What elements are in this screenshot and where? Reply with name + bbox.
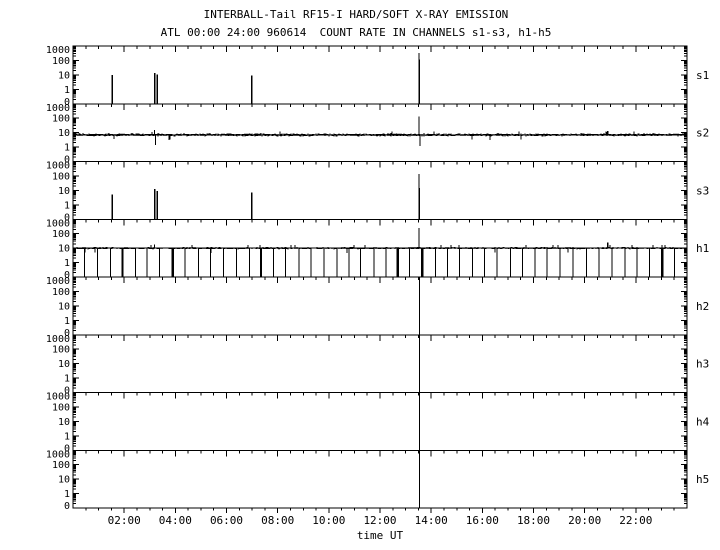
- y-tick-label: 10: [58, 475, 70, 486]
- y-tick-label: 1000: [46, 161, 70, 172]
- y-tick-label: 1: [64, 85, 70, 96]
- noise-band: [72, 131, 688, 141]
- panel-ticks: [73, 392, 687, 451]
- x-tick-label: 10:00: [312, 514, 345, 527]
- y-tick-label: 0: [64, 501, 70, 512]
- y-tick-label: 0: [64, 386, 70, 397]
- y-tick-label: 1000: [46, 218, 70, 229]
- panel-ticks: [73, 219, 687, 278]
- dropout-dips: [84, 248, 676, 277]
- y-tick-label: 1000: [46, 334, 70, 345]
- y-tick-label: 0: [64, 270, 70, 281]
- y-tick-label: 1: [64, 200, 70, 211]
- y-tick-label: 1: [64, 431, 70, 442]
- panel-label-h3: h3: [696, 358, 709, 371]
- panel-label-s1: s1: [696, 69, 709, 82]
- y-tick-label: 10: [58, 301, 70, 312]
- bottom-axis-ticks: [85, 508, 675, 513]
- y-tick-label: 1: [64, 258, 70, 269]
- x-tick-label: 22:00: [619, 514, 652, 527]
- y-tick-label: 100: [52, 287, 70, 298]
- panel-label-s3: s3: [696, 184, 709, 197]
- y-tick-label: 1000: [46, 276, 70, 287]
- spike-series: [111, 187, 420, 220]
- x-tick-label: 02:00: [108, 514, 141, 527]
- panel-ticks: [73, 161, 687, 220]
- y-tick-label: 1: [64, 316, 70, 327]
- y-tick-label: 0: [64, 328, 70, 339]
- x-tick-label: 20:00: [568, 514, 601, 527]
- panel-label-h2: h2: [696, 300, 709, 313]
- figure-title: INTERBALL-Tail RF15-I HARD/SOFT X-RAY EM…: [203, 8, 509, 21]
- panel-frame: [72, 449, 688, 509]
- x-tick-label: 08:00: [261, 514, 294, 527]
- y-tick-label: 1: [64, 143, 70, 154]
- panel-ticks: [73, 277, 687, 336]
- dropout-dips-thick: [121, 248, 664, 277]
- y-tick-label: 0: [64, 97, 70, 108]
- y-tick-label: 10: [58, 244, 70, 255]
- y-tick-label: 1000: [46, 103, 70, 114]
- panel-frame: [72, 103, 688, 162]
- y-tick-label: 10: [58, 186, 70, 197]
- y-tick-label: 1: [64, 489, 70, 500]
- x-tick-label: 18:00: [517, 514, 550, 527]
- y-tick-label: 10: [58, 417, 70, 428]
- panel-frame: [72, 161, 688, 220]
- y-tick-label: 1000: [46, 449, 70, 460]
- y-tick-label: 10: [58, 359, 70, 370]
- y-tick-label: 100: [52, 56, 70, 67]
- panel-ticks: [73, 450, 687, 509]
- panel-frame: [72, 276, 688, 336]
- panel-frame: [72, 392, 688, 451]
- panel-label-h4: h4: [696, 415, 710, 428]
- y-tick-label: 100: [52, 229, 70, 240]
- panel-ticks: [73, 334, 687, 393]
- y-tick-label: 100: [52, 460, 70, 471]
- y-tick-label: 100: [52, 114, 70, 125]
- y-tick-label: 10: [58, 70, 70, 81]
- x-tick-label: 16:00: [466, 514, 499, 527]
- panel-ticks: [73, 46, 687, 105]
- y-tick-label: 0: [64, 212, 70, 223]
- panel-label-s2: s2: [696, 127, 709, 140]
- y-tick-label: 10: [58, 128, 70, 139]
- x-tick-label: 06:00: [210, 514, 243, 527]
- spike-series: [111, 59, 420, 104]
- y-tick-label: 100: [52, 402, 70, 413]
- y-tick-label: 0: [64, 443, 70, 454]
- panel-label-h5: h5: [696, 473, 709, 486]
- panel-frame: [72, 45, 688, 105]
- y-tick-label: 1000: [46, 392, 70, 403]
- panel-ticks: [73, 103, 687, 162]
- panel-label-h1: h1: [696, 242, 709, 255]
- event-spikes: [154, 116, 609, 146]
- x-axis-label: time UT: [356, 529, 404, 542]
- y-tick-label: 1000: [46, 45, 70, 56]
- y-tick-label: 0: [64, 155, 70, 166]
- x-tick-label: 04:00: [159, 514, 192, 527]
- noise-band: [72, 244, 688, 253]
- y-tick-label: 100: [52, 345, 70, 356]
- panel-frame: [72, 334, 688, 393]
- event-spikes: [154, 227, 609, 249]
- figure-subtitle: ATL 00:00 24:00 960614 COUNT RATE IN CHA…: [160, 26, 552, 39]
- y-tick-label: 1: [64, 374, 70, 385]
- x-tick-label: 12:00: [363, 514, 396, 527]
- y-tick-label: 100: [52, 171, 70, 182]
- x-tick-label: 14:00: [415, 514, 448, 527]
